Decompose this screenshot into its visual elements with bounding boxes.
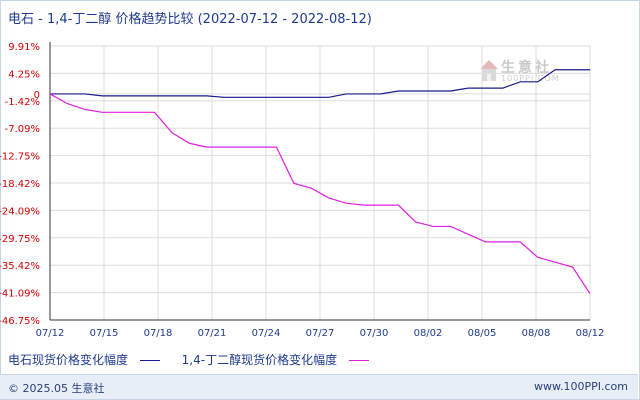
series-line-2 (49, 93, 591, 294)
y-tick-label: -24.09% (0, 206, 40, 217)
y-tick-label: 9.91% (8, 42, 40, 53)
y-tick-label: -18.42% (0, 179, 40, 190)
y-tick-label: -7.09% (5, 124, 40, 135)
footer-bar: © 2025.05 生意社 www.100PPI.com (0, 374, 638, 399)
legend-item-series2-label: 1,4-丁二醇现货价格变化幅度 (181, 353, 338, 367)
x-tick-label: 07/15 (90, 328, 119, 339)
chart-title-main: 电石 - 1,4-丁二醇 价格趋势比较 (8, 12, 194, 27)
y-tick-label: -41.09% (0, 289, 40, 300)
x-tick-label: 07/24 (252, 328, 281, 339)
watermark-url: 100PPI.COM (501, 74, 560, 83)
series-line-1 (50, 69, 590, 98)
x-tick-label: 07/18 (144, 328, 173, 339)
x-tick-label: 07/27 (306, 328, 335, 339)
footer-copyright: © 2025.05 生意社 (8, 382, 105, 395)
y-tick-label: -1.42% (5, 97, 40, 108)
y-tick-label: -46.75% (0, 316, 40, 327)
x-tick-label: 07/30 (360, 328, 389, 339)
y-tick-label: -12.75% (0, 152, 40, 163)
y-tick-label: 0 (34, 90, 40, 101)
footer-site-link[interactable]: www.100PPI.com (534, 380, 628, 393)
chart-title: 电石 - 1,4-丁二醇 价格趋势比较 (2022-07-12 - 2022-0… (8, 8, 372, 27)
x-tick-label: 08/08 (522, 328, 551, 339)
watermark: 生意社 100PPI.COM (479, 57, 589, 87)
legend-item-series1-swatch (139, 360, 160, 361)
x-tick-label: 07/21 (198, 328, 227, 339)
x-tick-label: 08/12 (576, 328, 605, 339)
x-tick-label: 07/12 (36, 328, 65, 339)
x-tick-label: 08/05 (468, 328, 497, 339)
x-tick-label: 08/02 (414, 328, 443, 339)
chart-title-range: (2022-07-12 - 2022-08-12) (197, 12, 372, 27)
legend-item-series2-swatch (348, 360, 369, 361)
y-tick-label: -29.75% (0, 234, 40, 245)
y-tick-label: -35.42% (0, 261, 40, 272)
house-logo-icon (480, 60, 498, 81)
y-tick-label: 4.25% (8, 69, 40, 80)
legend: 电石现货价格变化幅度 1,4-丁二醇现货价格变化幅度 (8, 351, 387, 368)
legend-item-series1-label: 电石现货价格变化幅度 (8, 353, 129, 367)
watermark-brand: 生意社 (501, 60, 552, 76)
